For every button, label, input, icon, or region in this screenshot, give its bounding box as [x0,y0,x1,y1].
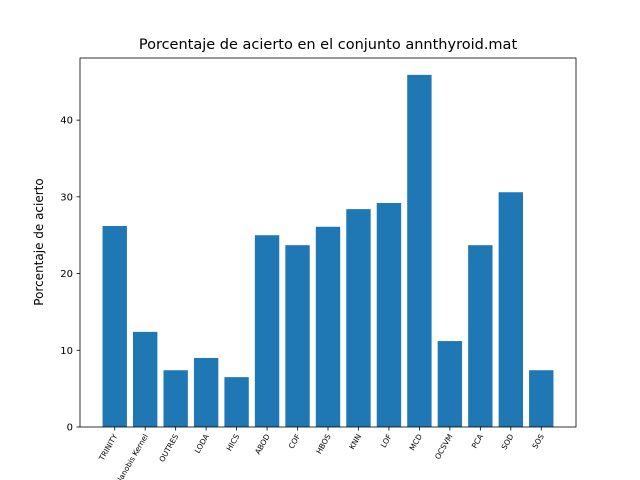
y-axis-label: Porcentaje de acierto [32,178,46,305]
y-tick-label: 10 [60,346,73,357]
bar [407,74,432,427]
y-tick-label: 0 [67,423,73,434]
bar [315,226,341,427]
bar [224,377,249,427]
bar [376,202,402,427]
plot-frame [79,57,577,428]
bar [285,245,310,427]
y-tick-label: 40 [60,116,73,127]
bar [193,357,219,427]
bar [133,331,158,427]
bar [468,245,493,427]
chart-title: Porcentaje de acierto en el conjunto ann… [139,37,518,53]
y-tick-label: 20 [60,269,73,280]
bar [254,235,280,427]
bar [163,370,188,427]
y-tick-label: 30 [60,192,73,203]
bar [102,226,127,427]
bar [437,341,463,427]
bar [529,370,554,427]
bar [498,192,523,427]
bar [346,209,371,427]
